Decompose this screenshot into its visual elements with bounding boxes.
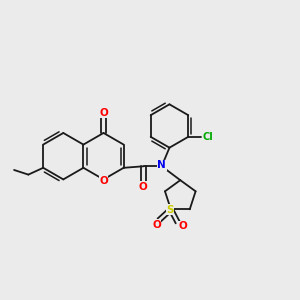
Text: N: N <box>157 160 166 170</box>
Text: O: O <box>139 182 147 192</box>
Text: O: O <box>99 108 108 118</box>
Text: Cl: Cl <box>203 132 213 142</box>
Text: O: O <box>99 176 108 186</box>
Text: O: O <box>178 221 187 231</box>
Text: O: O <box>152 220 161 230</box>
Text: S: S <box>167 205 174 215</box>
